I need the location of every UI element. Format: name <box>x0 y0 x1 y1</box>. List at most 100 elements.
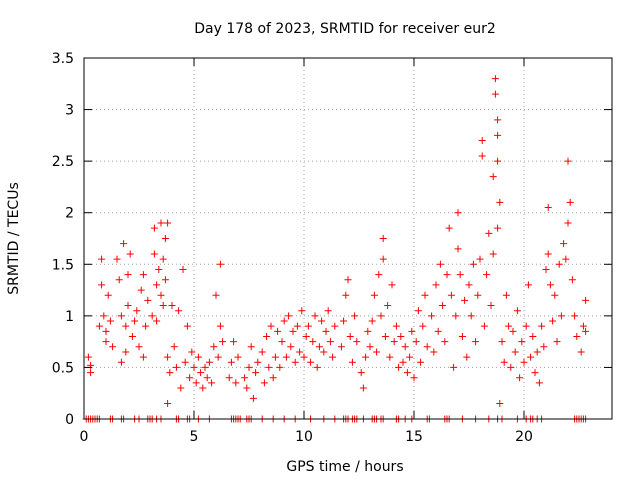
x-tick-label: 5 <box>190 429 199 445</box>
data-point <box>472 338 480 346</box>
data-point <box>124 271 132 279</box>
data-point <box>417 358 425 366</box>
data-point <box>540 343 548 351</box>
data-point <box>513 307 521 315</box>
data-point <box>282 353 290 361</box>
y-axis-label: SRMTID / TECUs <box>6 182 22 295</box>
data-point <box>478 137 486 145</box>
data-point <box>153 281 161 289</box>
data-point <box>131 317 139 325</box>
data-point <box>456 271 464 279</box>
data-point <box>298 307 306 315</box>
y-tick-label: 1 <box>65 309 74 325</box>
data-point <box>287 343 295 351</box>
data-point <box>219 338 227 346</box>
data-point <box>216 322 224 330</box>
data-point <box>568 276 576 284</box>
data-point <box>274 327 282 335</box>
data-point <box>164 219 172 227</box>
data-point <box>487 302 495 310</box>
data-point <box>190 363 198 371</box>
y-tick-label: 2 <box>65 206 74 222</box>
y-tick-label: 0.5 <box>52 360 74 376</box>
data-point <box>538 322 546 330</box>
data-point <box>379 235 387 242</box>
data-point <box>518 338 526 346</box>
data-point <box>340 317 348 325</box>
data-point <box>564 157 572 165</box>
data-point <box>454 245 462 253</box>
x-tick-label: 10 <box>295 429 313 445</box>
data-point <box>520 358 528 366</box>
data-point <box>159 302 167 310</box>
data-point <box>494 116 502 124</box>
data-point <box>258 348 266 356</box>
data-point <box>524 281 532 289</box>
data-point <box>419 322 427 330</box>
data-point <box>494 131 502 139</box>
data-point <box>309 338 317 346</box>
data-point <box>139 271 147 279</box>
data-point <box>522 322 530 330</box>
data-point <box>265 363 273 371</box>
data-point <box>98 255 106 263</box>
data-point <box>498 338 506 346</box>
data-point <box>128 332 136 340</box>
x-tick-label: 15 <box>405 429 423 445</box>
data-point <box>362 353 370 361</box>
data-point <box>403 369 411 377</box>
data-point <box>377 312 385 320</box>
data-point <box>388 281 396 289</box>
data-point <box>208 379 216 387</box>
data-point <box>179 265 187 273</box>
data-point <box>489 173 497 181</box>
data-point <box>533 348 541 356</box>
data-point <box>399 358 407 366</box>
data-point <box>260 379 268 387</box>
y-axis-ticks: 0 0.5 1 1.5 2 2.5 3 3.5 <box>52 51 612 428</box>
data-point <box>348 358 356 366</box>
data-point <box>318 317 326 325</box>
data-point <box>161 235 169 242</box>
data-point <box>166 369 174 377</box>
data-point <box>137 286 145 294</box>
data-point <box>120 240 128 248</box>
data-point <box>164 400 172 408</box>
data-point <box>401 343 409 351</box>
data-point <box>485 229 493 237</box>
data-point <box>463 353 471 361</box>
data-point <box>170 343 178 351</box>
data-point <box>285 312 293 320</box>
data-point <box>315 343 323 351</box>
data-points <box>82 75 590 423</box>
data-point <box>392 322 400 330</box>
y-tick-label: 3 <box>65 103 74 119</box>
data-point <box>546 281 554 289</box>
data-point <box>573 332 581 340</box>
data-point <box>100 312 108 320</box>
data-point <box>577 348 585 356</box>
data-point <box>280 317 288 325</box>
data-point <box>582 296 590 304</box>
data-point <box>505 322 513 330</box>
data-point <box>421 291 429 299</box>
data-point <box>410 374 418 382</box>
data-point <box>161 276 169 284</box>
data-point <box>582 327 590 335</box>
data-point <box>342 291 350 299</box>
data-point <box>579 322 587 330</box>
data-point <box>276 363 284 371</box>
data-point <box>346 332 354 340</box>
data-point <box>113 255 121 263</box>
data-point <box>212 291 220 299</box>
data-point <box>432 281 440 289</box>
data-point <box>353 338 361 346</box>
y-tick-label: 1.5 <box>52 257 74 273</box>
y-tick-label: 0 <box>65 412 74 428</box>
data-point <box>397 332 405 340</box>
data-point <box>529 332 537 340</box>
data-point <box>434 327 442 335</box>
data-point <box>177 384 185 392</box>
data-point <box>192 379 200 387</box>
